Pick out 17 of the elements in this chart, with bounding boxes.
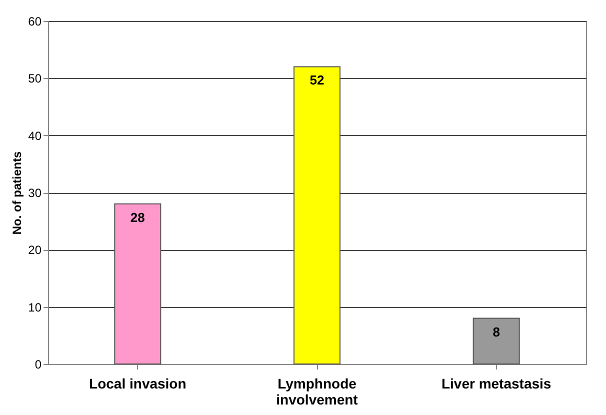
y-tick-label: 40 xyxy=(28,128,42,143)
data-label: 28 xyxy=(130,210,145,225)
y-tick-label: 60 xyxy=(28,14,42,28)
y-tick-label: 20 xyxy=(28,243,42,258)
bar xyxy=(472,318,520,364)
y-tick-label: 0 xyxy=(34,358,42,372)
y-axis-title: No. of patients xyxy=(10,151,24,235)
y-tick-label: 50 xyxy=(28,72,42,86)
x-tick-label: Liver metastasis xyxy=(441,376,552,392)
x-tick-label: Lymphnode involvement xyxy=(276,376,358,408)
y-tick-label: 10 xyxy=(28,300,42,314)
bar xyxy=(114,203,162,364)
bar xyxy=(294,66,340,364)
data-label: 8 xyxy=(492,324,500,340)
y-tick-label: 30 xyxy=(28,186,42,200)
data-label: 52 xyxy=(310,72,324,88)
x-tick-label: Local invasion xyxy=(89,376,186,392)
